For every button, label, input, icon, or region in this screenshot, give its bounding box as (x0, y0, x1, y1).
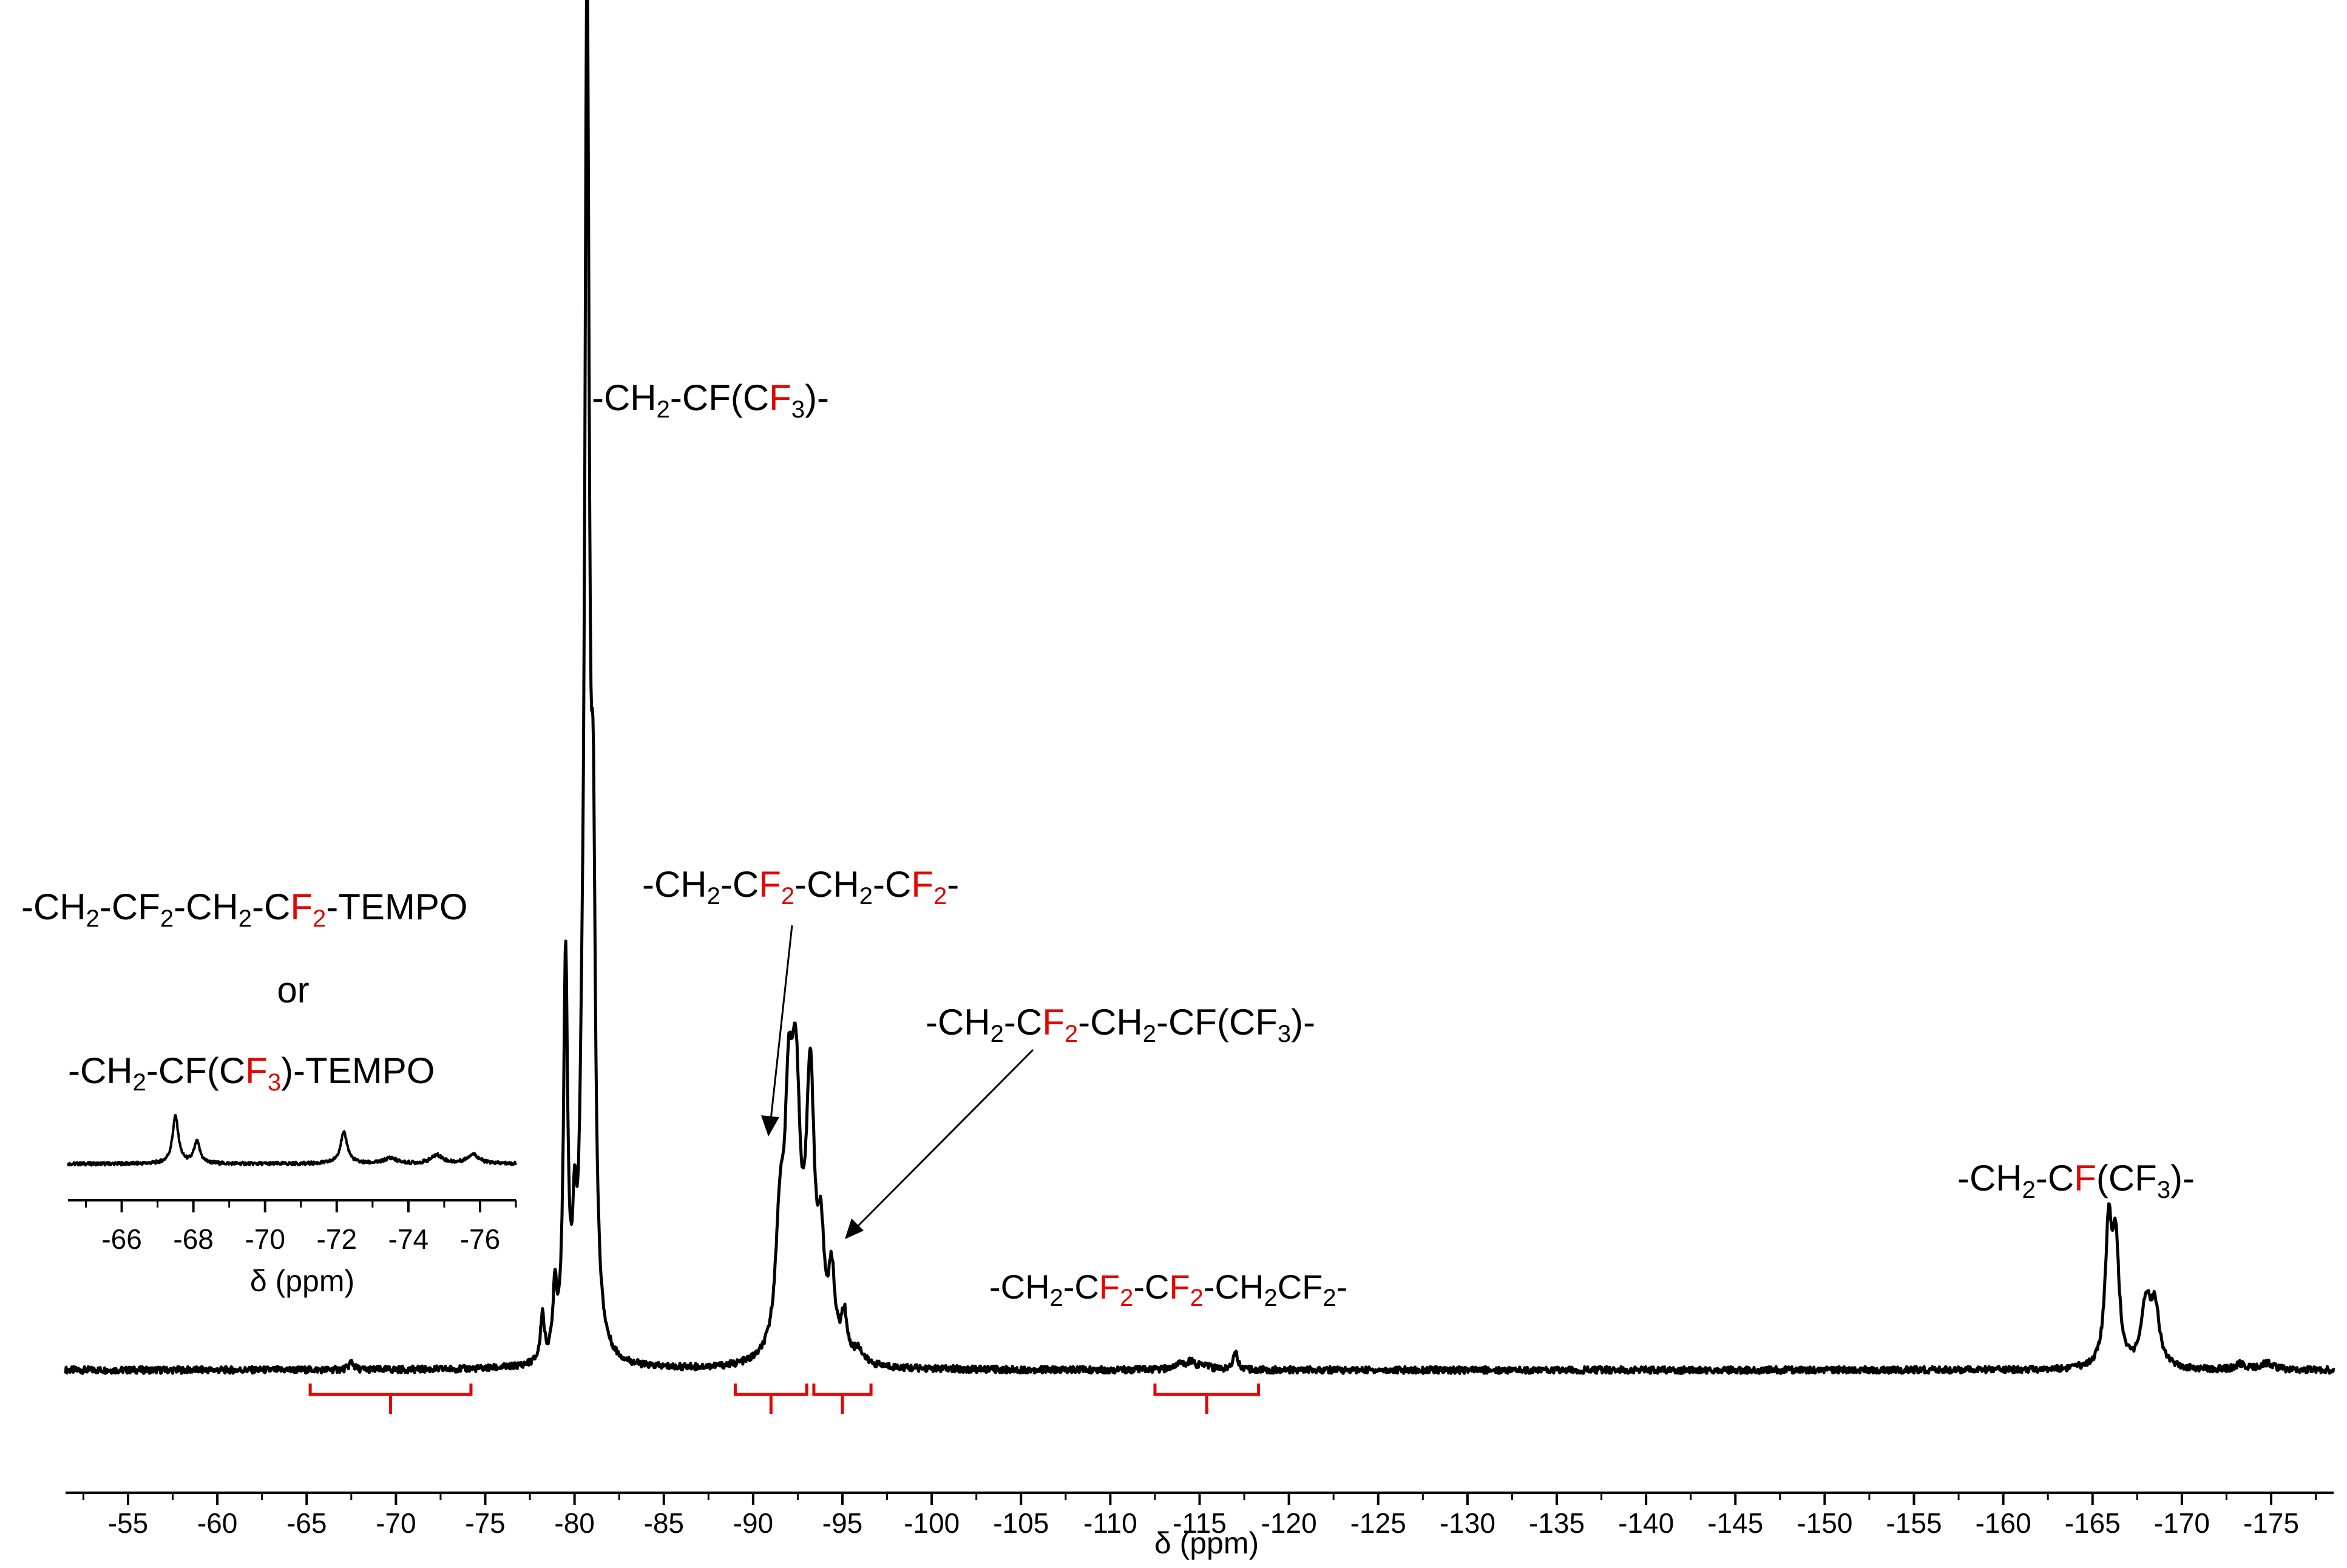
inset-spectrum: -CH2-CF2-CH2-CF2-TEMPO or -CH2-CF(CF3)-T… (21, 887, 517, 1298)
x-tick-label: -55 (108, 1507, 148, 1539)
inset-x-tick-label: -70 (245, 1223, 285, 1255)
x-tick-label: -135 (1529, 1507, 1585, 1539)
x-tick-label: -110 (1083, 1507, 1137, 1539)
main-x-axis-title: δ (ppm) (1154, 1526, 1259, 1560)
inset-x-ticks: -66 -68 -70 -72 -74 -76 (85, 1200, 517, 1255)
inset-x-tick-label: -66 (101, 1223, 141, 1255)
annotation-head-to-head: -CH2-CF2-CF2-CH2CF2- (989, 1268, 1347, 1311)
inset-x-tick-label: -68 (173, 1223, 213, 1255)
x-tick-label: -155 (1886, 1507, 1942, 1539)
main-x-ticks: -55 -60 -65 -70 -75 -80 -85 -90 -95 -100 -105 -110 -… (82, 1493, 2317, 1539)
integration-bracket (1153, 1384, 1261, 1414)
x-tick-label: -175 (2243, 1507, 2299, 1539)
x-tick-label: -115 (1173, 1507, 1227, 1539)
x-tick-label: -160 (1976, 1507, 2031, 1539)
annotation-cf2-cf-cf3: -CH2-CF2-CH2-CF(CF3)- (926, 1002, 1315, 1047)
inset-x-axis-title: δ (ppm) (250, 1264, 354, 1298)
x-tick-label: -150 (1797, 1507, 1852, 1539)
arrow-to-cf2-peak (770, 925, 793, 1120)
inset-label-line2: -CH2-CF(CF3)-TEMPO (68, 1050, 435, 1096)
x-tick-label: -165 (2065, 1507, 2121, 1539)
x-tick-label: -60 (197, 1507, 237, 1539)
x-tick-label: -120 (1261, 1507, 1317, 1539)
x-tick-label: -85 (644, 1507, 684, 1539)
arrow-to-cf3-peak (856, 1049, 1034, 1228)
annotation-cf3-main: -CH2-CF(CF3)- (592, 377, 829, 423)
integration-bracket (733, 1384, 808, 1414)
inset-x-tick-label: -72 (317, 1223, 357, 1255)
x-tick-label: -75 (465, 1507, 505, 1539)
x-tick-label: -140 (1618, 1507, 1674, 1539)
main-spectrum-trace (64, 0, 2335, 1375)
integration-bracket (812, 1384, 873, 1414)
inset-x-tick-label: -74 (388, 1223, 428, 1255)
arrow-head-cf2-peak (761, 1115, 779, 1137)
x-tick-label: -95 (822, 1507, 862, 1539)
inset-spectrum-trace (67, 1113, 517, 1167)
x-tick-label: -145 (1707, 1507, 1763, 1539)
x-tick-label: -125 (1350, 1507, 1406, 1539)
x-tick-label: -105 (993, 1507, 1049, 1539)
inset-label-line1: -CH2-CF2-CH2-CF2-TEMPO (21, 887, 468, 932)
x-tick-label: -65 (286, 1507, 327, 1539)
inset-x-tick-label: -76 (460, 1223, 500, 1255)
inset-label-or: or (277, 970, 309, 1010)
arrow-head-cf3-peak (845, 1218, 864, 1239)
annotations: -CH2-CF(CF3)- -CH2-CF2-CH2-CF2- -CH2-CF2… (592, 377, 2195, 1311)
x-tick-label: -170 (2154, 1507, 2210, 1539)
x-tick-label: -80 (554, 1507, 594, 1539)
main-spectrum: -55 -60 -65 -70 -75 -80 -85 -90 -95 -100 -105 -110 -… (64, 0, 2335, 1560)
annotation-cf-tertiary: -CH2-CF(CF3)- (1957, 1158, 2195, 1203)
integration-brackets (308, 1384, 1261, 1414)
x-tick-label: -90 (733, 1507, 773, 1539)
x-tick-label: -100 (904, 1507, 960, 1539)
integration-bracket (308, 1384, 473, 1414)
x-tick-label: -70 (376, 1507, 416, 1539)
annotation-cf2-cf2-alternating: -CH2-CF2-CH2-CF2- (642, 864, 959, 910)
x-tick-label: -130 (1440, 1507, 1495, 1539)
